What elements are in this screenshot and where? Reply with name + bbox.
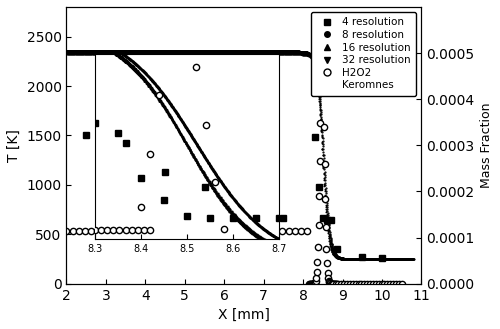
Legend: 4 resolution, 8 resolution, 16 resolution, 32 resolution, H2O2, Keromnes: 4 resolution, 8 resolution, 16 resolutio… xyxy=(311,12,416,96)
Y-axis label: Mass Fraction: Mass Fraction xyxy=(480,103,493,188)
Y-axis label: T [K]: T [K] xyxy=(7,129,21,162)
X-axis label: X [mm]: X [mm] xyxy=(218,308,270,322)
